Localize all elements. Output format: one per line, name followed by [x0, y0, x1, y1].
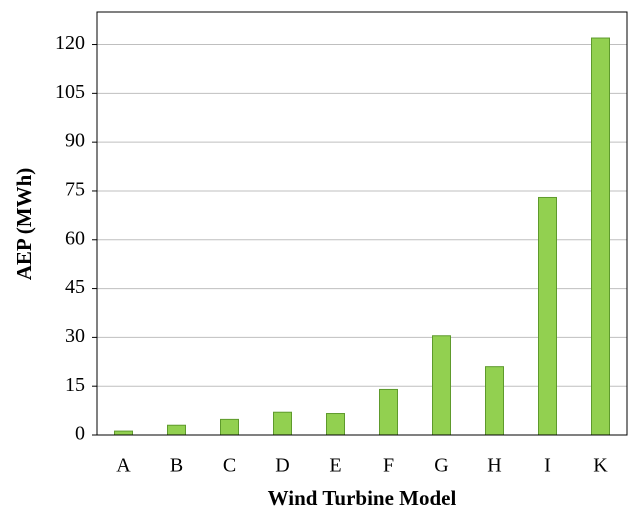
x-tick-label: K: [593, 455, 608, 477]
x-tick-label: H: [487, 455, 501, 477]
bar: [379, 388, 398, 436]
plot-frame: [96, 11, 628, 436]
bar: [273, 411, 292, 436]
bar: [326, 413, 345, 436]
x-tick-label: F: [383, 455, 394, 477]
y-tick-label: 30: [65, 325, 85, 347]
bar: [432, 335, 451, 436]
y-axis-title: AEP (MWh): [12, 168, 36, 281]
y-tick-label: 60: [65, 227, 85, 249]
x-tick-label: E: [329, 455, 341, 477]
bar: [538, 196, 557, 436]
y-tick-label: 45: [65, 276, 85, 298]
y-tick-label: 75: [65, 179, 85, 201]
y-tick-label: 105: [55, 81, 85, 103]
y-tick-label: 15: [65, 374, 85, 396]
x-tick-label: I: [544, 455, 551, 477]
y-tick-label: 120: [55, 32, 85, 54]
y-tick-label: 90: [65, 130, 85, 152]
x-axis-title: Wind Turbine Model: [268, 486, 457, 510]
x-tick-label: C: [223, 455, 236, 477]
x-tick-label: A: [116, 455, 131, 477]
x-tick-label: B: [170, 455, 183, 477]
bar: [591, 37, 610, 436]
bar: [485, 366, 504, 436]
bar: [167, 424, 186, 436]
y-tick-label: 0: [75, 423, 85, 445]
x-tick-label: G: [434, 455, 448, 477]
bar: [114, 430, 133, 436]
bar: [220, 418, 239, 436]
x-tick-label: D: [275, 455, 289, 477]
